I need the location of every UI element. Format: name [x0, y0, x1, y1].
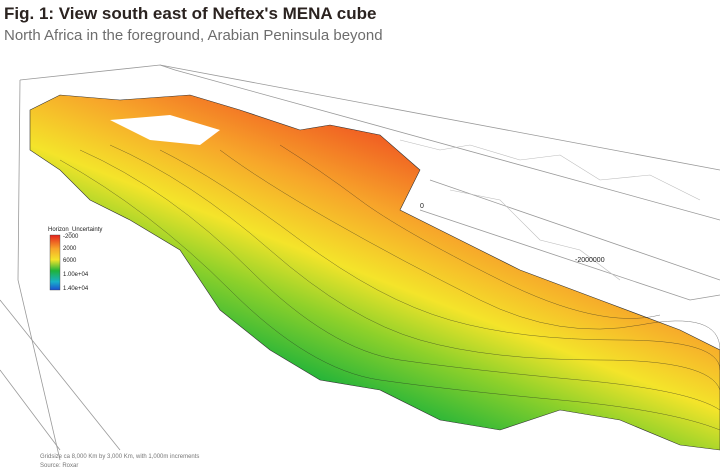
- legend-title: Horizon_Uncertainty: [48, 227, 102, 233]
- sea: [110, 115, 220, 145]
- contours: [59, 144, 720, 431]
- coastlines: [399, 139, 701, 281]
- legend-label: 2000: [63, 246, 77, 252]
- axis-label: 0: [420, 203, 424, 210]
- source: Source: Roxar: [40, 463, 79, 469]
- legend-label: 1.00e+04: [63, 272, 89, 278]
- title: Fig. 1: View south east of Neftex's MENA…: [4, 4, 377, 23]
- legend-label: -2000: [63, 234, 79, 240]
- legend-label: 6000: [63, 258, 77, 264]
- surface: [29, 94, 720, 451]
- footnote: Gridsize ca 8,000 Km by 3,000 Km, with 1…: [40, 454, 200, 460]
- subtitle: North Africa in the foreground, Arabian …: [4, 27, 383, 44]
- cube-view: Horizon_Uncertainty -2000 2000 6000 1.00…: [0, 64, 720, 460]
- axis-label: -2000000: [575, 257, 605, 264]
- cube-frame: [0, 64, 720, 460]
- legend-label: 1.40e+04: [63, 286, 89, 292]
- color-bar: [49, 234, 61, 291]
